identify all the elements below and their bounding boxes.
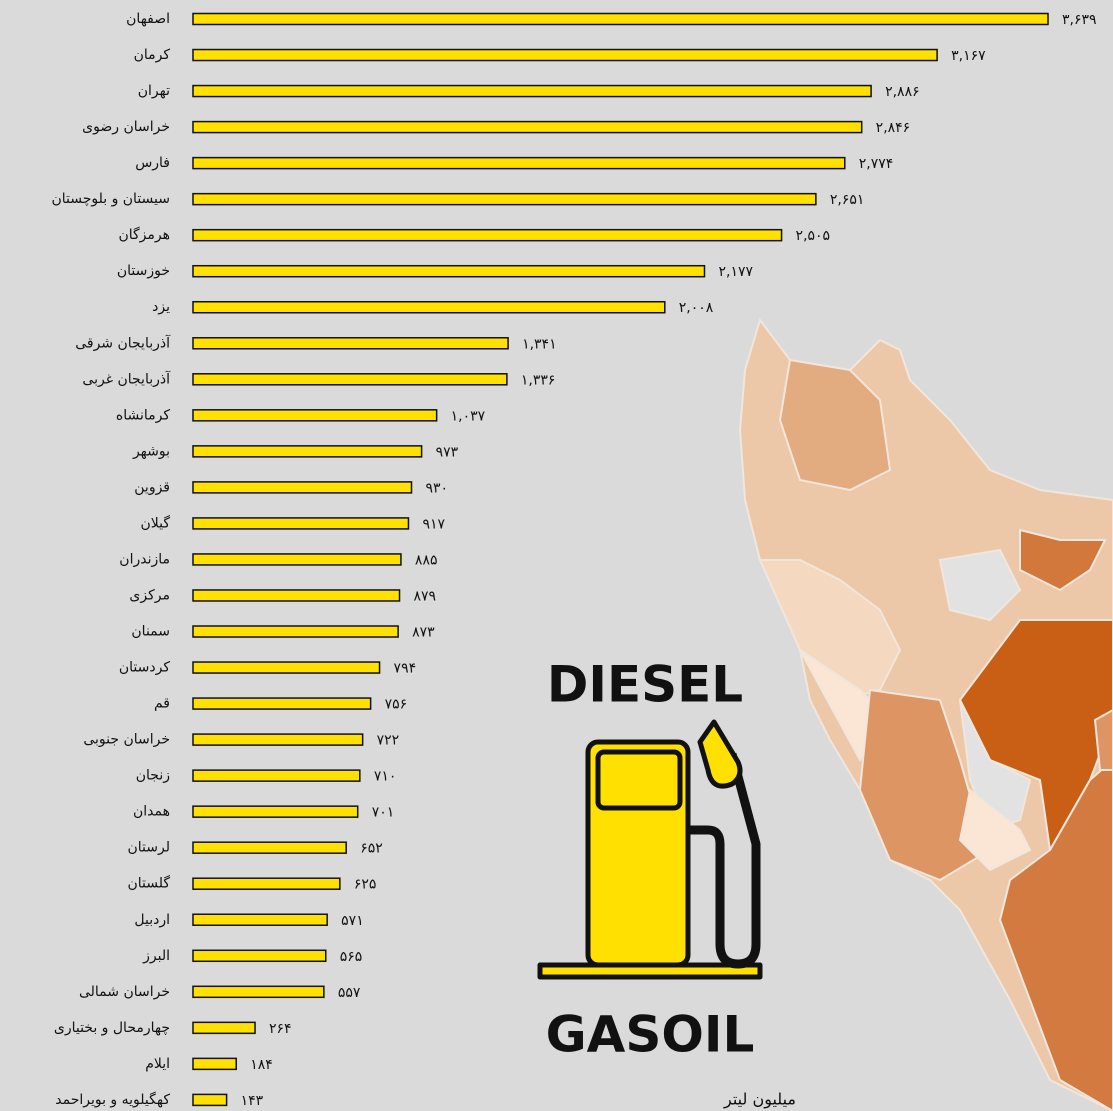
category-label: هرمزگان	[118, 226, 170, 243]
value-label: ۲۶۴	[269, 1021, 292, 1037]
category-label: چهارمحال و بختیاری	[54, 1020, 170, 1036]
category-label: گیلان	[140, 514, 170, 531]
value-label: ۳,۱۶۷	[951, 48, 986, 64]
value-label: ۳,۶۳۹	[1062, 12, 1097, 28]
value-label: ۱۸۴	[250, 1057, 273, 1073]
category-label: خوزستان	[117, 263, 170, 279]
value-label: ۲,۶۵۱	[830, 192, 865, 208]
bar	[192, 985, 325, 999]
bar	[192, 120, 863, 134]
bar	[192, 805, 359, 818]
category-label: قم	[154, 696, 170, 712]
bar	[192, 48, 938, 62]
category-label: قزوین	[134, 479, 170, 495]
value-label: ۹۱۷	[422, 516, 445, 532]
bar	[192, 337, 509, 350]
category-label: کرمان	[134, 47, 171, 63]
category-label: یزد	[152, 299, 170, 315]
bar	[192, 228, 783, 242]
subtitle: GASOIL	[546, 1006, 755, 1064]
category-label: آذربایجان شرقی	[75, 334, 171, 351]
bar	[192, 877, 341, 890]
bar	[192, 517, 410, 530]
bar	[192, 445, 423, 458]
value-label: ۵۵۷	[338, 985, 361, 1001]
bar	[192, 949, 327, 963]
category-label: کردستان	[119, 660, 170, 676]
value-label: ۷۰۱	[372, 805, 395, 821]
bar	[192, 625, 399, 638]
bar	[192, 913, 328, 926]
bar	[192, 156, 846, 170]
value-label: ۷۵۶	[385, 697, 408, 713]
bar	[192, 841, 347, 854]
bar	[192, 1093, 228, 1107]
value-label: ۷۹۴	[394, 661, 417, 677]
category-label: بوشهر	[132, 443, 170, 459]
category-label: اردبیل	[134, 912, 170, 928]
value-label: ۲,۸۸۶	[885, 84, 920, 100]
value-label: ۱,۳۳۶	[521, 372, 556, 388]
bar	[192, 733, 364, 746]
value-label: ۵۶۵	[340, 949, 363, 965]
value-label: ۷۱۰	[374, 769, 397, 785]
category-label: مازندران	[119, 551, 170, 567]
bar	[192, 12, 1049, 26]
bar	[192, 192, 817, 206]
bar	[192, 697, 372, 710]
category-label: آذربایجان غربی	[82, 370, 171, 387]
title: DIESEL	[547, 656, 743, 714]
category-label: البرز	[142, 948, 170, 964]
value-label: ۹۷۳	[436, 444, 459, 460]
category-label: همدان	[133, 804, 170, 820]
bar	[192, 373, 508, 386]
value-label: ۱۴۳	[241, 1093, 264, 1109]
category-label: تهران	[138, 83, 170, 99]
value-label: ۶۲۵	[354, 877, 377, 893]
category-label: زنجان	[136, 768, 170, 784]
map-decoration	[738, 317, 1113, 1111]
value-label: ۶۵۲	[360, 841, 383, 857]
value-label: ۱,۳۴۱	[522, 336, 557, 352]
bar	[192, 481, 413, 494]
category-label: گلستان	[127, 875, 170, 892]
bar	[192, 1057, 237, 1071]
bar	[192, 589, 401, 602]
value-label: ۲,۵۰۵	[796, 228, 831, 244]
value-label: ۲,۷۷۴	[859, 156, 894, 172]
unit-label: میلیون لیتر	[723, 1090, 796, 1110]
bar	[192, 553, 402, 566]
value-label: ۲,۰۰۸	[679, 300, 714, 316]
category-label: سیستان و بلوچستان	[51, 191, 170, 207]
value-label: ۵۷۱	[341, 913, 364, 929]
category-label: کرمانشاه	[116, 407, 170, 423]
category-label: لرستان	[128, 840, 171, 856]
value-label: ۸۷۹	[414, 588, 437, 604]
category-label: اصفهان	[126, 11, 170, 27]
value-label: ۲,۱۷۷	[718, 264, 753, 280]
category-label: خراسان جنوبی	[83, 732, 170, 748]
value-label: ۸۸۵	[415, 552, 438, 568]
bar	[192, 84, 872, 98]
fuel-pump-icon	[537, 719, 763, 980]
bar	[192, 661, 381, 674]
category-label: سمنان	[131, 624, 170, 640]
value-label: ۹۳۰	[426, 480, 449, 496]
bar	[192, 769, 361, 782]
category-label: فارس	[135, 155, 170, 171]
value-label: ۲,۸۴۶	[876, 120, 911, 136]
category-label: مرکزی	[129, 587, 170, 603]
bar	[192, 409, 438, 422]
bar	[192, 1021, 256, 1035]
value-label: ۸۷۳	[412, 625, 435, 641]
category-label: خراسان رضوی	[82, 119, 170, 135]
bar	[192, 264, 706, 278]
bar	[192, 300, 666, 314]
category-label: ایلام	[145, 1056, 170, 1072]
category-label: کهگیلویه و بویراحمد	[55, 1091, 170, 1108]
value-label: ۷۲۲	[377, 733, 400, 749]
category-label: خراسان شمالی	[79, 984, 170, 1000]
value-label: ۱,۰۳۷	[451, 408, 486, 424]
